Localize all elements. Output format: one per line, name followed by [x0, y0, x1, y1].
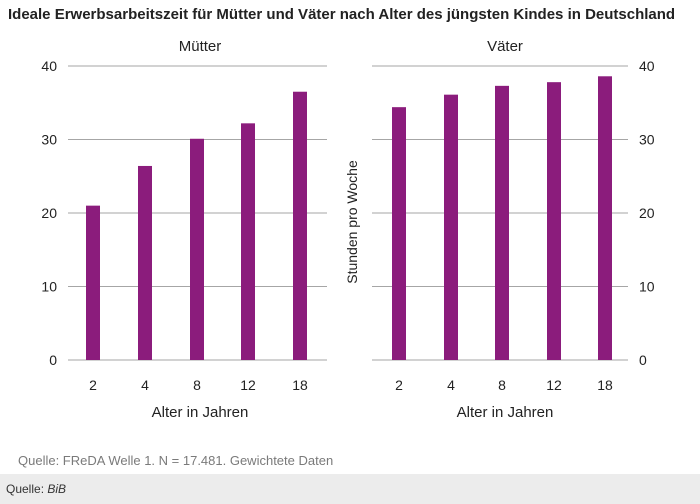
bar-muetter-18 [293, 91, 307, 360]
bar-vaeter-4 [444, 94, 458, 360]
chart-title: Ideale Erwerbsarbeitszeit für Mütter und… [8, 6, 676, 23]
x-axis-label-2: Alter in Jahren [457, 404, 554, 421]
bar-vaeter-12 [547, 82, 561, 361]
x-tick-label-left-2: 2 [89, 377, 97, 393]
y-tick-label-left-30: 30 [41, 132, 57, 148]
y-tick-label-right-20: 20 [639, 205, 655, 221]
y-axis-label: Stunden pro Woche [344, 160, 360, 284]
y-tick-label-right-30: 30 [639, 132, 655, 148]
x-tick-label-left-18: 18 [292, 377, 308, 393]
y-tick-label-right-10: 10 [639, 279, 655, 295]
y-tick-label-left-20: 20 [41, 205, 57, 221]
y-tick-label-left-10: 10 [41, 279, 57, 295]
bar-vaeter-18 [598, 76, 612, 360]
footer-source: Quelle: BiB [6, 482, 66, 496]
x-tick-label-left-12: 12 [240, 377, 256, 393]
bar-vaeter-8 [495, 85, 509, 360]
panel-title-2: Väter [487, 38, 523, 55]
bar-muetter-12 [241, 123, 255, 360]
source-note: Quelle: FReDA Welle 1. N = 17.481. Gewic… [18, 453, 334, 468]
y-tick-label-right-40: 40 [639, 58, 655, 74]
bar-vaeter-2 [392, 107, 406, 360]
x-tick-label-right-2: 2 [395, 377, 403, 393]
x-tick-label-left-4: 4 [141, 377, 149, 393]
x-tick-label-left-8: 8 [193, 377, 201, 393]
y-tick-label-right-0: 0 [639, 352, 647, 368]
footer-bar: Quelle: BiB [0, 474, 700, 504]
panel-title-1: Mütter [179, 38, 222, 55]
y-tick-label-left-0: 0 [49, 352, 57, 368]
footer-source-name: BiB [47, 482, 67, 496]
bar-muetter-8 [190, 138, 204, 360]
x-tick-label-right-8: 8 [498, 377, 506, 393]
x-tick-label-right-18: 18 [597, 377, 613, 393]
y-tick-label-left-40: 40 [41, 58, 57, 74]
footer-prefix: Quelle: [6, 482, 48, 496]
bar-muetter-2 [86, 205, 100, 360]
bar-muetter-4 [138, 165, 152, 360]
x-axis-label-1: Alter in Jahren [152, 404, 249, 421]
x-tick-label-right-4: 4 [447, 377, 455, 393]
x-tick-label-right-12: 12 [546, 377, 562, 393]
